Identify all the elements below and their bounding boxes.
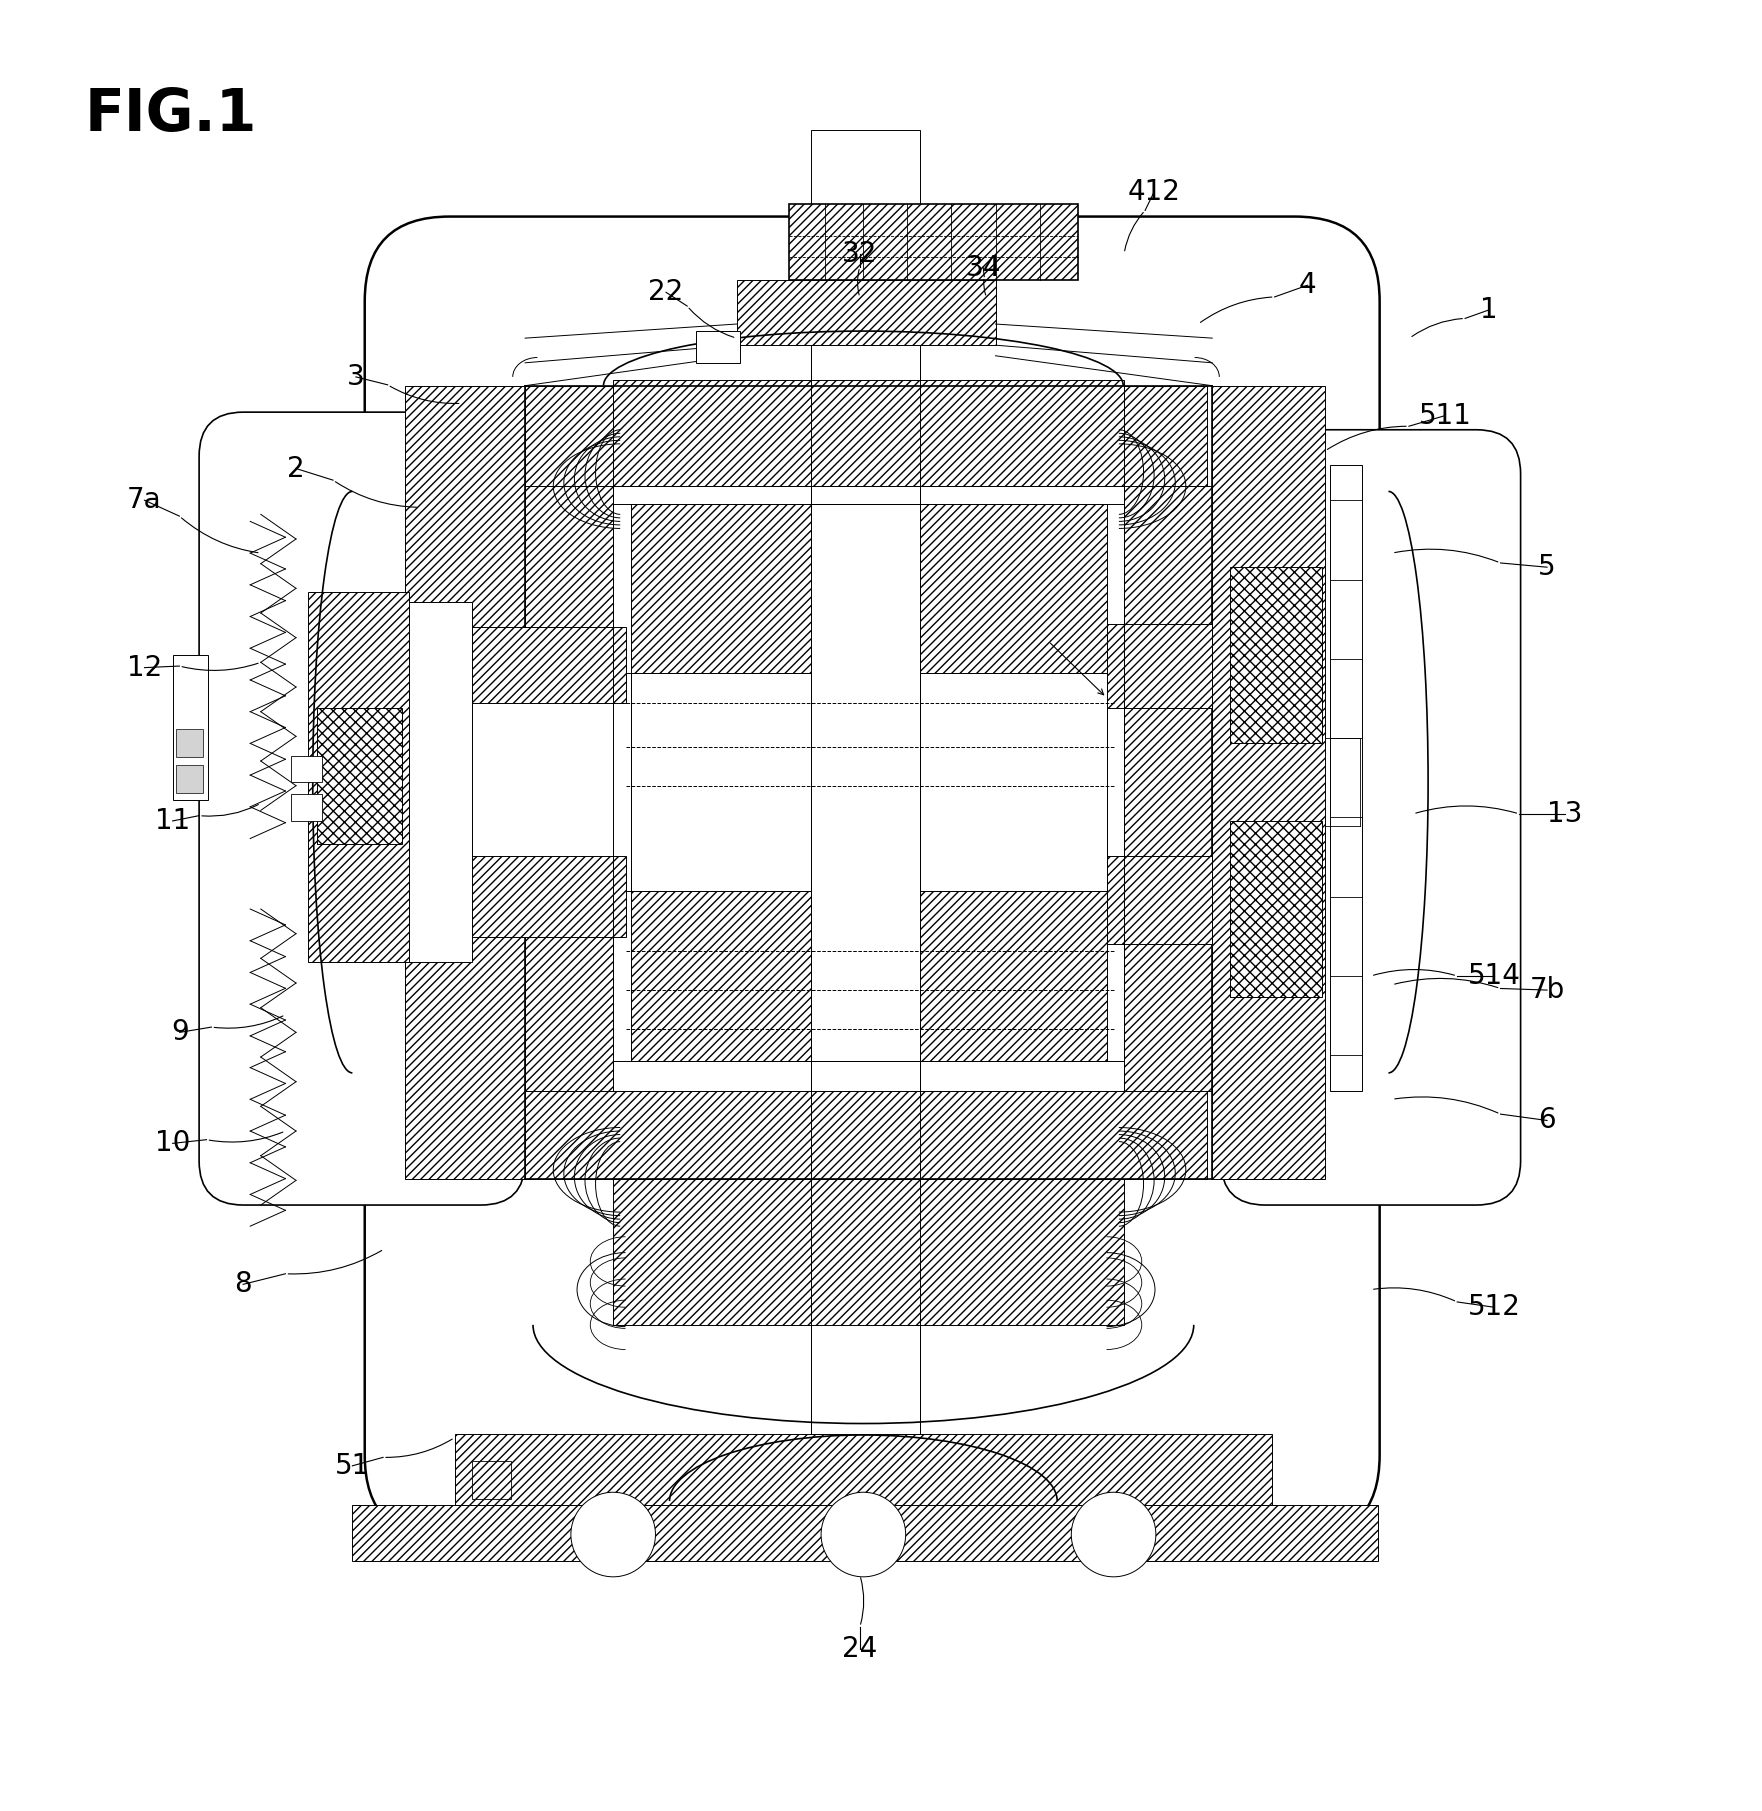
Circle shape: [1071, 1492, 1156, 1577]
Text: 511: 511: [1418, 402, 1471, 429]
Polygon shape: [525, 485, 613, 1090]
Polygon shape: [1124, 485, 1212, 1090]
Polygon shape: [308, 592, 409, 962]
Text: 11: 11: [155, 808, 190, 835]
FancyBboxPatch shape: [1221, 429, 1521, 1204]
Circle shape: [821, 1492, 906, 1577]
Bar: [631, 674, 1107, 891]
Text: 22: 22: [648, 279, 684, 306]
Text: 13: 13: [1547, 800, 1582, 828]
Polygon shape: [737, 281, 996, 346]
Polygon shape: [789, 205, 1078, 281]
Text: 8: 8: [234, 1270, 252, 1298]
Polygon shape: [1230, 820, 1322, 998]
Text: 12: 12: [127, 654, 162, 681]
Text: 2: 2: [287, 455, 305, 482]
Bar: [472, 1460, 511, 1500]
Text: 32: 32: [842, 239, 877, 268]
Text: FIG.1: FIG.1: [85, 87, 257, 143]
Polygon shape: [631, 503, 811, 674]
Circle shape: [571, 1492, 655, 1577]
Polygon shape: [472, 627, 626, 703]
Text: 514: 514: [1468, 962, 1521, 991]
Polygon shape: [455, 1434, 1272, 1505]
Text: 4: 4: [1299, 272, 1316, 299]
Polygon shape: [352, 1505, 1378, 1561]
Polygon shape: [613, 1179, 1124, 1326]
Bar: [1330, 465, 1362, 1090]
Text: 7b: 7b: [1529, 976, 1565, 1003]
Text: 51: 51: [335, 1452, 370, 1480]
Polygon shape: [1212, 386, 1325, 1179]
Text: 5: 5: [1538, 552, 1556, 581]
Polygon shape: [405, 386, 525, 1179]
Text: 7a: 7a: [127, 485, 162, 514]
Text: 6: 6: [1538, 1107, 1556, 1134]
Polygon shape: [920, 891, 1107, 1061]
Bar: [176, 764, 203, 793]
Polygon shape: [472, 857, 626, 938]
Text: 10: 10: [155, 1130, 190, 1157]
Polygon shape: [613, 380, 1124, 485]
Bar: [291, 795, 322, 820]
Polygon shape: [472, 674, 631, 891]
Bar: [291, 755, 322, 782]
Bar: [811, 503, 920, 1061]
Polygon shape: [1230, 567, 1322, 743]
Bar: [696, 331, 740, 362]
Text: 3: 3: [347, 362, 365, 391]
Polygon shape: [525, 1090, 1207, 1179]
Text: 24: 24: [842, 1635, 877, 1662]
Text: 34: 34: [966, 254, 1001, 283]
Bar: [176, 730, 203, 757]
Text: 512: 512: [1468, 1293, 1521, 1322]
Text: 9: 9: [171, 1018, 189, 1047]
Text: 1: 1: [1480, 295, 1498, 324]
Bar: [173, 656, 208, 800]
FancyBboxPatch shape: [365, 217, 1380, 1539]
FancyBboxPatch shape: [199, 413, 525, 1204]
Text: 412: 412: [1128, 177, 1181, 206]
Polygon shape: [405, 603, 472, 962]
Bar: [811, 130, 920, 1434]
Polygon shape: [631, 891, 811, 1061]
Polygon shape: [1107, 623, 1212, 708]
Polygon shape: [1107, 857, 1212, 944]
Polygon shape: [525, 386, 1207, 485]
Polygon shape: [317, 708, 402, 844]
Polygon shape: [920, 503, 1107, 674]
